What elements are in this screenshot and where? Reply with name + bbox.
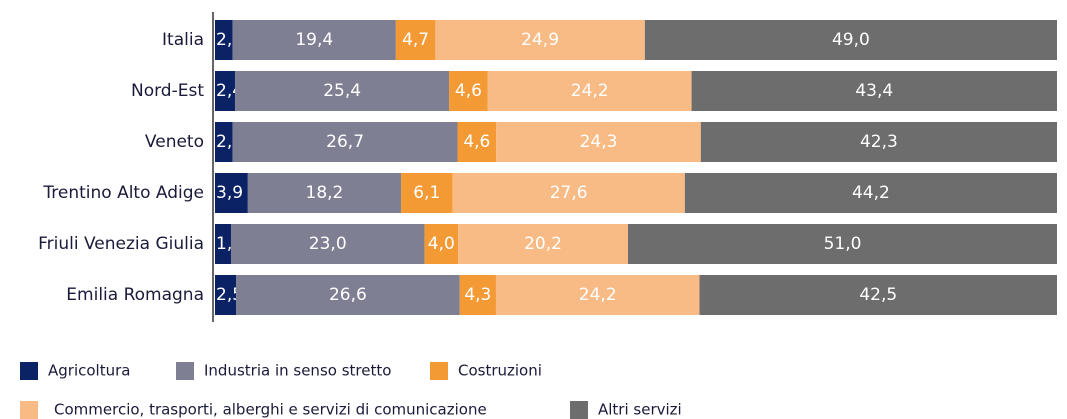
bar-segment <box>449 71 488 111</box>
value-label: 43,4 <box>855 81 893 101</box>
bar-segment <box>691 71 1057 111</box>
bar-segment <box>459 275 496 315</box>
bar-segment <box>424 224 459 264</box>
value-label: 18,2 <box>306 183 344 203</box>
bar-segment <box>232 122 458 162</box>
value-label: 6,1 <box>413 183 440 203</box>
bar-segment <box>700 122 1057 162</box>
bar-segment <box>452 173 685 213</box>
bar-segment <box>247 173 402 213</box>
value-label: 19,4 <box>295 30 333 50</box>
bar-segment <box>215 224 231 264</box>
value-label: 4,0 <box>428 234 455 254</box>
bar-segment <box>487 71 692 111</box>
legend-swatch <box>20 362 38 380</box>
bar-segment <box>395 20 436 60</box>
bar-segment <box>458 224 629 264</box>
legend-label: Industria in senso stretto <box>204 362 391 380</box>
value-label: 42,5 <box>859 285 897 305</box>
bar-segment <box>215 20 233 60</box>
value-label: 24,2 <box>579 285 617 305</box>
legend-swatch <box>430 362 448 380</box>
category-label: Italia <box>162 30 204 50</box>
value-label: 27,6 <box>550 183 588 203</box>
value-label: 26,7 <box>326 132 364 152</box>
value-label: 3,9 <box>216 183 243 203</box>
bar-segment <box>236 275 460 315</box>
bar-segment <box>435 20 645 60</box>
bar-segment <box>215 122 233 162</box>
value-label: 4,3 <box>464 285 491 305</box>
bar-segment <box>215 275 237 315</box>
bar-segment <box>496 122 701 162</box>
category-label: Veneto <box>145 132 204 152</box>
value-label: 44,2 <box>852 183 890 203</box>
value-label: 26,6 <box>329 285 367 305</box>
value-label: 24,9 <box>521 30 559 50</box>
bar-segment <box>495 275 700 315</box>
legend-swatch <box>176 362 194 380</box>
bar-segment <box>215 71 236 111</box>
value-label: 20,2 <box>524 234 562 254</box>
legend-swatch <box>570 401 588 419</box>
legend-label: Altri servizi <box>598 401 682 419</box>
value-label: 49,0 <box>832 30 870 50</box>
value-label: 23,0 <box>309 234 347 254</box>
category-label: Nord-Est <box>131 81 204 101</box>
bar-segment <box>628 224 1057 264</box>
category-label: Emilia Romagna <box>66 285 204 305</box>
legend-swatch <box>20 401 38 419</box>
bar-segment <box>699 275 1057 315</box>
value-label: 42,3 <box>860 132 898 152</box>
category-label: Friuli Venezia Giulia <box>38 234 204 254</box>
value-label: 51,0 <box>824 234 862 254</box>
bar-segment <box>235 71 450 111</box>
bar-segment <box>232 20 396 60</box>
bar-segment <box>644 20 1057 60</box>
value-label: 4,7 <box>402 30 429 50</box>
category-label: Trentino Alto Adige <box>42 183 204 203</box>
bar-segment <box>684 173 1057 213</box>
value-label: 4,6 <box>463 132 490 152</box>
value-label: 25,4 <box>323 81 361 101</box>
bar-segment <box>230 224 425 264</box>
value-label: 24,3 <box>580 132 618 152</box>
legend-label: Costruzioni <box>458 362 542 380</box>
value-label: 24,2 <box>571 81 609 101</box>
legend-label: Agricoltura <box>48 362 130 380</box>
bar-segment <box>457 122 497 162</box>
bar-segment <box>401 173 453 213</box>
legend-label: Commercio, trasporti, alberghi e servizi… <box>54 401 487 419</box>
bar-segment <box>215 173 248 213</box>
value-label: 4,6 <box>455 81 482 101</box>
